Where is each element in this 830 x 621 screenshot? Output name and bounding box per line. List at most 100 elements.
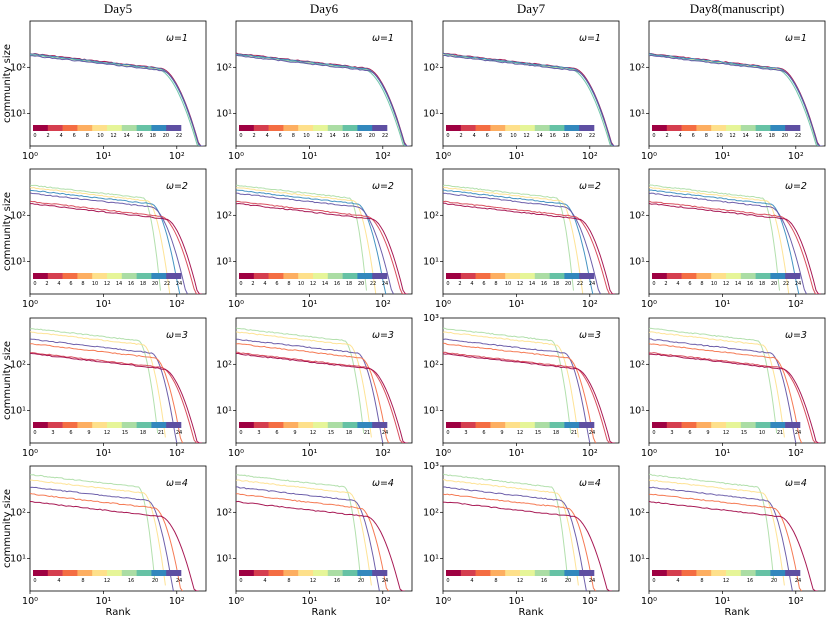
series-line	[649, 479, 785, 586]
omega-label: ω=2	[785, 181, 807, 192]
colorbar-segment	[740, 273, 756, 279]
colorbar-tick-label: 0	[446, 578, 449, 584]
colorbar-segment	[726, 125, 742, 131]
x-tick-label: 10²	[169, 299, 185, 310]
y-tick-label: 10¹	[10, 109, 26, 120]
colorbar-segment	[770, 125, 786, 131]
y-axis-label: community size	[2, 44, 13, 123]
x-tick-label: 10⁰	[641, 596, 657, 607]
colorbar-tick-label: 21	[571, 430, 577, 436]
x-axis-label: Rank	[725, 607, 750, 617]
colorbar-tick-label: 18	[759, 281, 765, 287]
series-line	[30, 493, 183, 591]
colorbar-segment	[151, 273, 167, 279]
series-line	[30, 203, 202, 294]
omega-label: ω=1	[785, 33, 807, 44]
x-tick-label: 10⁰	[435, 299, 451, 310]
colorbar-segment	[239, 570, 255, 576]
y-axis-label: community size	[2, 489, 13, 568]
colorbar-tick-label: 14	[735, 281, 741, 287]
colorbar-segment	[151, 570, 167, 576]
colorbar-tick-label: 2	[664, 281, 667, 287]
colorbar-segment	[283, 422, 299, 428]
y-tick-label: 10²	[629, 62, 645, 73]
series-line	[30, 486, 174, 591]
series-line	[30, 352, 202, 443]
series-line	[649, 500, 818, 591]
colorbar-tick-label: 20	[369, 133, 375, 139]
x-tick-label: 10²	[582, 596, 598, 607]
colorbar-tick-label: 9	[87, 430, 90, 436]
colorbar-segment	[666, 125, 682, 131]
x-tick-label: 10²	[788, 448, 804, 459]
colorbar-segment	[107, 125, 123, 131]
y-tick-label: 10²	[10, 507, 26, 518]
x-tick-label: 10⁰	[435, 151, 451, 162]
subplot: ω=1 0 2 4 6 8 10 12 14 16 18 20 22 10⁰ 10¹ 10² 10¹ 10²	[629, 20, 826, 162]
colorbar-segment	[92, 273, 108, 279]
y-tick-label: 10²	[216, 359, 232, 370]
series-line	[236, 331, 372, 438]
colorbar-segment	[166, 125, 182, 131]
colorbar-tick-label: 4	[676, 578, 679, 584]
colorbar-segment	[564, 125, 580, 131]
colorbar-tick-label: 6	[688, 281, 691, 287]
colorbar-tick-label: 16	[541, 281, 547, 287]
colorbar-segment	[357, 422, 373, 428]
omega-label: ω=2	[372, 181, 394, 192]
colorbar-tick-label: 21	[364, 430, 370, 436]
x-tick-label: 10²	[582, 448, 598, 459]
series-line	[443, 351, 612, 443]
colorbar-tick-label: 6	[69, 430, 72, 436]
column-title: Day7	[517, 1, 546, 16]
colorbar-tick-label: 20	[771, 281, 777, 287]
colorbar-segment	[505, 570, 521, 576]
x-tick-label: 10¹	[714, 151, 730, 162]
colorbar-segment	[652, 570, 668, 576]
colorbar-tick-label: 9	[706, 430, 709, 436]
x-tick-label: 10¹	[301, 299, 317, 310]
colorbar-tick-label: 10	[505, 281, 511, 287]
colorbar-segment	[755, 422, 771, 428]
colorbar-segment	[475, 570, 491, 576]
series-line	[443, 338, 591, 443]
colorbar-segment	[490, 422, 506, 428]
omega-label: ω=3	[166, 330, 188, 341]
colorbar-segment	[520, 570, 536, 576]
y-tick-label: 10¹	[423, 109, 439, 120]
colorbar-tick-label: 4	[473, 133, 476, 139]
colorbar-segment	[298, 422, 314, 428]
subplot: ω=4 0 4 8 12 16 20 24 10⁰ 10¹ 10² 10¹ 10² 10³ Rank	[423, 461, 620, 618]
colorbar-tick-label: 3	[257, 430, 260, 436]
colorbar-segment	[534, 273, 550, 279]
x-tick-label: 10¹	[95, 151, 111, 162]
colorbar-segment	[327, 422, 343, 428]
colorbar-segment	[785, 125, 801, 131]
series-line	[30, 328, 159, 434]
series-line	[649, 343, 803, 443]
x-tick-label: 10²	[788, 596, 804, 607]
y-tick-label: 10¹	[216, 554, 232, 565]
colorbar-tick-label: 2	[252, 133, 255, 139]
colorbar-segment	[785, 570, 801, 576]
series-line	[443, 327, 572, 434]
colorbar-tick-label: 20	[565, 281, 571, 287]
colorbar-tick-label: 4	[60, 133, 63, 139]
colorbar-tick-label: 22	[795, 133, 801, 139]
colorbar-tick-label: 24	[795, 281, 801, 287]
colorbar-tick-label: 16	[756, 133, 762, 139]
y-axis-label: community size	[2, 192, 13, 271]
colorbar-segment	[666, 422, 682, 428]
colorbar-tick-label: 18	[346, 281, 352, 287]
colorbar-tick-label: 20	[163, 133, 169, 139]
colorbar-segment	[460, 570, 476, 576]
series-line	[649, 186, 790, 294]
series-line	[443, 501, 612, 591]
colorbar-segment	[711, 422, 727, 428]
colorbar-tick-label: 12	[110, 133, 116, 139]
colorbar-tick-label: 8	[292, 133, 295, 139]
omega-label: ω=1	[372, 33, 394, 44]
y-tick-label: 10²	[10, 62, 26, 73]
